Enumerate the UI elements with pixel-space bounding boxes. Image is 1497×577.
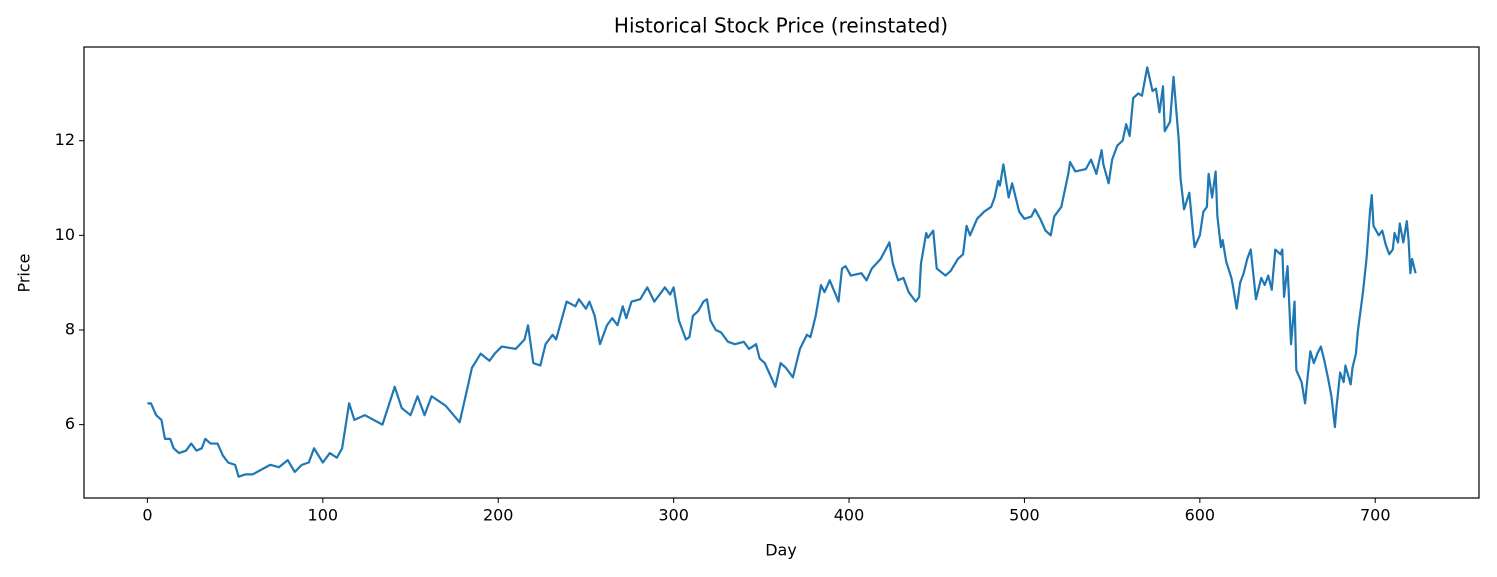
plot-frame <box>83 46 1480 499</box>
x-tick-label: 400 <box>834 506 865 525</box>
x-tick-label: 600 <box>1185 506 1216 525</box>
y-tick-label: 12 <box>55 130 75 149</box>
y-tick-label: 10 <box>55 225 75 244</box>
y-axis-label: Price <box>15 253 34 292</box>
y-tick-label: 8 <box>65 319 75 338</box>
x-tick-label: 300 <box>658 506 689 525</box>
x-tick-label: 700 <box>1360 506 1391 525</box>
x-axis-label: Day <box>765 541 797 560</box>
x-tick-label: 0 <box>142 506 152 525</box>
y-tick-label: 6 <box>65 414 75 433</box>
chart-title: Historical Stock Price (reinstated) <box>614 14 948 38</box>
x-tick-label: 100 <box>308 506 339 525</box>
x-tick-label: 500 <box>1009 506 1040 525</box>
x-tick-label: 200 <box>483 506 514 525</box>
price-line <box>147 66 1417 478</box>
